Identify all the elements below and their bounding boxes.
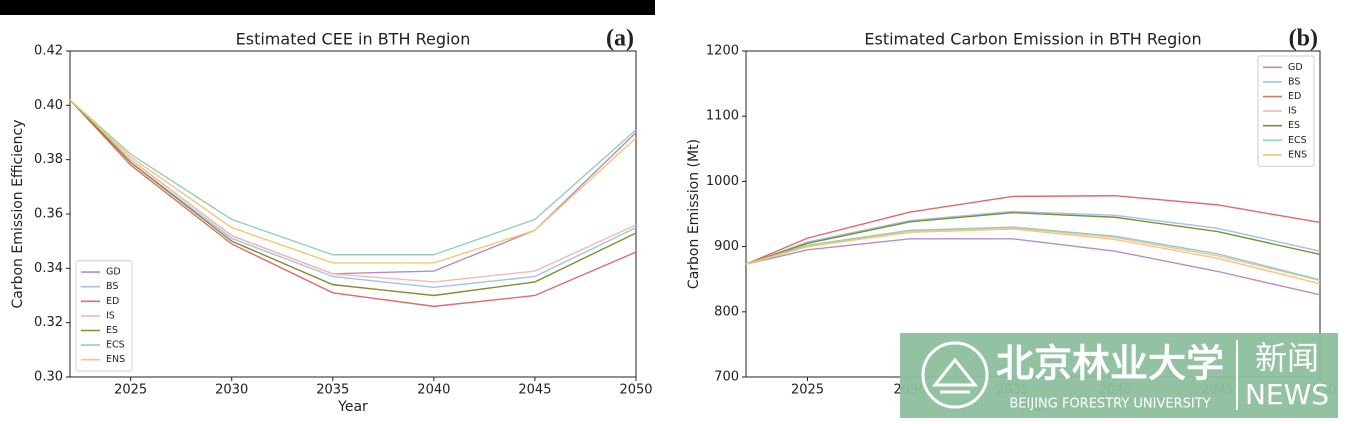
y-axis-label: Carbon Emission (Mt) [686,139,702,289]
y-tick-label: 1100 [706,109,739,124]
y-tick-label: 800 [714,304,739,319]
watermark: 北京林业大学 BEIJING FORESTRY UNIVERSITY 新闻 NE… [900,333,1338,418]
x-tick-label: 2045 [518,383,551,398]
legend-label: ENS [106,354,125,365]
y-tick-label: 0.36 [34,207,63,222]
watermark-news-en: NEWS [1245,378,1329,411]
line-series [69,99,637,264]
watermark-name-en: BEIJING FORESTRY UNIVERSITY [1009,397,1210,412]
legend-label: ES [106,325,118,336]
x-tick-label: 2040 [417,383,450,398]
y-tick-label: 1000 [706,174,739,189]
panel-label: (a) [606,26,634,52]
legend-box [1257,55,1315,167]
line-series [745,195,1321,265]
legend-label: ECS [106,340,125,351]
panel-label: (b) [1289,26,1318,52]
line-series [745,238,1321,296]
legend-label: IS [1288,106,1297,117]
line-series [745,226,1321,281]
x-tick-label: 2035 [316,383,349,398]
watermark-name-cn: 北京林业大学 [996,341,1224,386]
legend-label: BS [106,281,118,292]
line-series [69,99,637,283]
line-series [69,99,637,256]
legend-box [75,260,133,372]
y-tick-label: 900 [714,239,739,254]
line-series [69,99,637,308]
y-tick-label: 1200 [706,44,739,59]
legend-label: IS [106,310,115,321]
chart-title: Estimated Carbon Emission in BTH Region [864,30,1201,49]
top-bar [0,0,655,15]
y-axis-label: Carbon Emission Efficiency [10,119,26,308]
y-tick-label: 0.30 [34,370,63,385]
line-series [745,210,1321,265]
line-series [745,228,1321,285]
line-series [69,99,637,275]
legend-label: ED [106,296,119,307]
line-series [69,99,637,289]
chart-title: Estimated CEE in BTH Region [236,30,471,49]
y-tick-label: 0.42 [34,44,63,59]
x-tick-label: 2050 [619,383,652,398]
legend-label: GD [106,267,121,278]
x-axis-label: Year [337,399,368,415]
y-tick-label: 700 [714,370,739,385]
legend-label: GD [1288,62,1303,73]
y-tick-label: 0.38 [34,152,63,167]
y-tick-label: 0.40 [34,98,63,113]
x-tick-label: 2030 [215,383,248,398]
watermark-logo-mark [931,357,979,394]
y-tick-label: 0.34 [34,261,63,276]
x-tick-label: 2025 [791,383,824,398]
y-tick-label: 0.32 [34,315,63,330]
line-series [745,211,1321,265]
watermark-logo [921,341,989,409]
legend-label: ENS [1288,149,1307,160]
legend-label: ES [1288,120,1300,131]
x-tick-label: 2025 [114,383,147,398]
legend-label: BS [1288,76,1300,87]
line-series [69,99,637,297]
watermark-news-cn: 新闻 [1255,339,1319,377]
legend-label: ED [1288,91,1301,102]
legend-label: ECS [1288,135,1307,146]
